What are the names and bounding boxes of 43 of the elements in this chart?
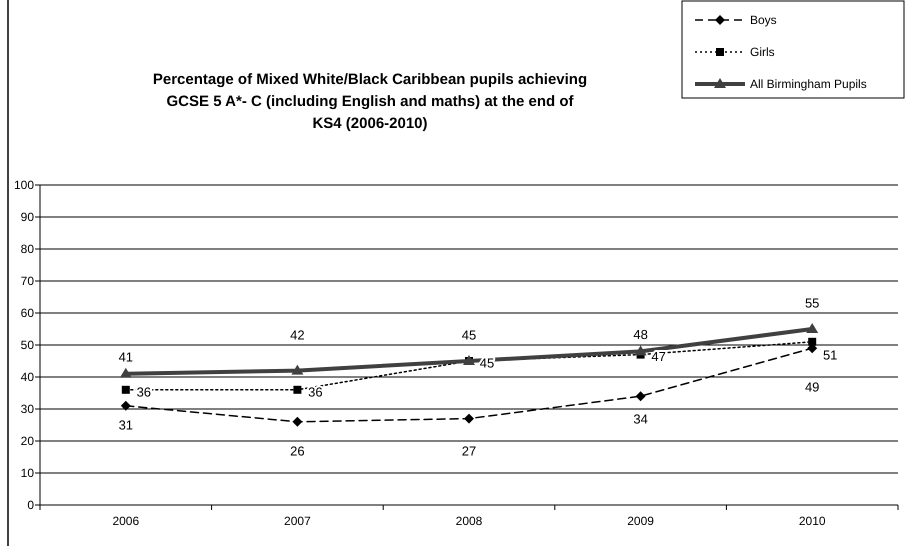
- y-tick-label: 80: [20, 242, 34, 256]
- y-tick-label: 60: [20, 306, 34, 320]
- data-label: 36: [308, 384, 323, 400]
- point: [292, 416, 302, 427]
- data-label: 41: [118, 349, 134, 364]
- x-tick-label: 2007: [284, 514, 312, 528]
- point: [120, 400, 131, 411]
- point: [293, 386, 302, 394]
- point: [120, 368, 132, 378]
- point: [464, 414, 474, 424]
- x-tick-label: 2009: [627, 514, 654, 528]
- data-label: 45: [462, 328, 476, 342]
- point: [634, 345, 647, 356]
- x-tick-label: 2008: [456, 514, 483, 528]
- data-label: 48: [633, 326, 648, 342]
- point: [122, 386, 130, 394]
- y-tick-label: 70: [20, 274, 34, 288]
- data-label: 42: [290, 328, 305, 342]
- y-tick-label: 90: [20, 210, 34, 224]
- y-tick-label: 20: [20, 434, 34, 448]
- data-label: 26: [290, 444, 305, 458]
- legend-label: Boys: [750, 13, 777, 27]
- y-tick-label: 30: [20, 402, 34, 416]
- point: [291, 364, 304, 375]
- legend-label: All Birmingham Pupils: [750, 77, 867, 91]
- data-label: 34: [633, 412, 648, 426]
- legend-label: Girls: [750, 45, 775, 59]
- x-tick-label: 2006: [112, 514, 140, 528]
- data-label: 55: [804, 296, 820, 310]
- point: [636, 391, 646, 402]
- y-tick-label: 40: [20, 370, 34, 384]
- x-tick-label: 2010: [798, 514, 826, 528]
- y-tick-label: 100: [14, 178, 34, 192]
- data-label: 51: [822, 348, 838, 362]
- y-tick-label: 50: [20, 338, 34, 352]
- y-tick-label: 10: [20, 466, 34, 480]
- data-label: 49: [804, 380, 820, 394]
- chart-title: Percentage of Mixed White/Black Caribbean pupils achieving GCSE 5 A*- C (including English and maths) at the end of KS4 (2006-2010): [152, 71, 588, 132]
- point: [808, 338, 816, 346]
- data-label: 31: [118, 417, 134, 432]
- y-tick-label: 0: [27, 498, 34, 512]
- data-label: 27: [462, 444, 476, 458]
- point: [806, 323, 818, 333]
